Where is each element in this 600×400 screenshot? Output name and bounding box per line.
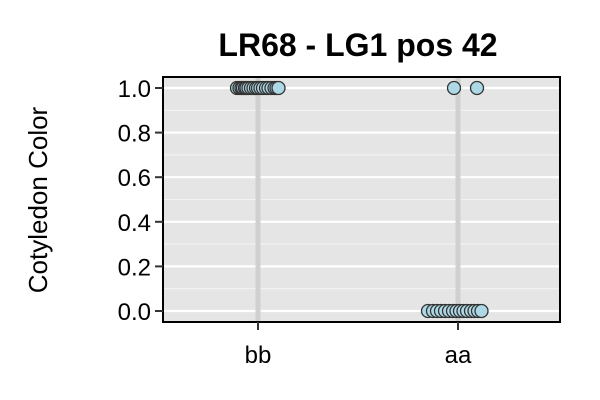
data-point — [446, 80, 462, 96]
panel-border — [162, 76, 561, 323]
plot-area: 0.0 0.2 0.4 0.6 0.8 1.0 bb aa — [118, 76, 561, 369]
y-tick-label: 0.2 — [118, 254, 151, 281]
x-tick-label: bb — [245, 342, 272, 369]
data-point — [271, 80, 286, 96]
y-tick-label: 1.0 — [118, 76, 151, 103]
y-tick-label: 0.0 — [118, 299, 151, 326]
data-point — [469, 80, 485, 96]
y-tick-label: 0.6 — [118, 165, 151, 192]
y-tick-label: 0.4 — [118, 210, 151, 237]
chart-title: LR68 - LG1 pos 42 — [218, 27, 497, 63]
data-point — [474, 303, 489, 319]
x-tick-label: aa — [445, 342, 472, 369]
y-axis-title: Cotyledon Color — [23, 106, 53, 293]
y-tick-label: 0.8 — [118, 121, 151, 148]
